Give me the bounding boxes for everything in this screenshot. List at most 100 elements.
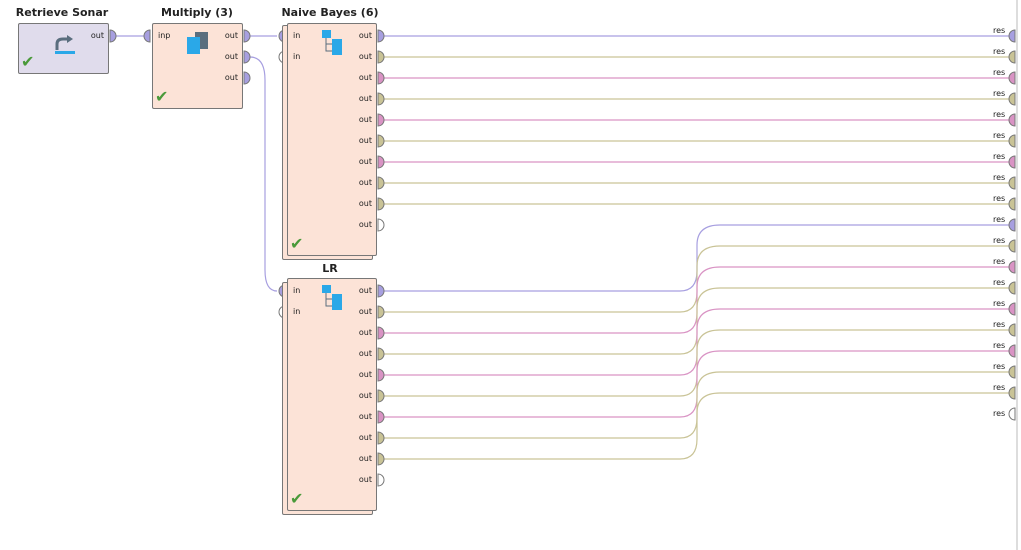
port[interactable] <box>377 452 385 466</box>
port-label: out <box>358 328 372 337</box>
port[interactable] <box>377 326 385 340</box>
port[interactable] <box>377 473 385 487</box>
naive-bayes-title: Naive Bayes (6) <box>281 6 379 19</box>
multiply-title: Multiply (3) <box>161 6 233 19</box>
port[interactable] <box>1008 113 1016 127</box>
port-label: inp <box>158 31 171 40</box>
connection-wire <box>384 308 1009 376</box>
port[interactable] <box>143 29 151 43</box>
result-port-label: res <box>993 215 1006 224</box>
port[interactable] <box>1008 302 1016 316</box>
result-port-label: res <box>993 131 1006 140</box>
connection-wire <box>384 371 1009 439</box>
port[interactable] <box>377 431 385 445</box>
port-label: out <box>90 31 104 40</box>
port[interactable] <box>1008 365 1016 379</box>
result-port-label: res <box>993 152 1006 161</box>
port[interactable] <box>377 155 385 169</box>
port[interactable] <box>377 284 385 298</box>
result-port-label: res <box>993 257 1006 266</box>
port[interactable] <box>109 29 117 43</box>
port-label: out <box>358 286 372 295</box>
connection-wire <box>384 266 1009 334</box>
subprocess-icon <box>322 30 342 55</box>
port[interactable] <box>1008 218 1016 232</box>
success-check-icon: ✔ <box>21 52 35 71</box>
port[interactable] <box>1008 92 1016 106</box>
port-label: out <box>358 115 372 124</box>
subprocess-icon <box>322 285 342 310</box>
port[interactable] <box>377 134 385 148</box>
connection-wire <box>384 350 1009 418</box>
port[interactable] <box>1008 134 1016 148</box>
result-port-label: res <box>993 409 1006 418</box>
port-label: in <box>293 31 301 40</box>
port[interactable] <box>1008 29 1016 43</box>
result-port-label: res <box>993 110 1006 119</box>
port[interactable] <box>377 389 385 403</box>
multiply-operator[interactable]: inp out out out ✔ <box>152 23 243 109</box>
port-label: out <box>358 178 372 187</box>
port[interactable] <box>377 176 385 190</box>
port[interactable] <box>377 71 385 85</box>
success-check-icon: ✔ <box>290 489 304 508</box>
connection-wire <box>384 329 1009 397</box>
port[interactable] <box>1008 50 1016 64</box>
port[interactable] <box>377 347 385 361</box>
port[interactable] <box>377 305 385 319</box>
retrieve-sonar-title: Retrieve Sonar <box>15 6 109 19</box>
naive-bayes-operator[interactable]: in in out out out out out out out out out out ✔ <box>287 23 377 256</box>
port[interactable] <box>1008 71 1016 85</box>
port[interactable] <box>377 29 385 43</box>
port[interactable] <box>377 410 385 424</box>
multiply-icon <box>187 32 208 54</box>
success-check-icon: ✔ <box>155 87 169 106</box>
port-label: out <box>358 157 372 166</box>
port[interactable] <box>1008 239 1016 253</box>
port[interactable] <box>1008 407 1016 421</box>
port-label: out <box>358 94 372 103</box>
result-port-label: res <box>993 236 1006 245</box>
port[interactable] <box>377 92 385 106</box>
port[interactable] <box>243 50 251 64</box>
port[interactable] <box>243 29 251 43</box>
lr-title: LR <box>322 262 338 275</box>
port-label: out <box>358 307 372 316</box>
port[interactable] <box>1008 323 1016 337</box>
port[interactable] <box>377 368 385 382</box>
port-label: out <box>358 73 372 82</box>
connection-wire <box>384 245 1009 313</box>
port-label: out <box>358 475 372 484</box>
retrieve-icon <box>55 35 75 54</box>
result-port-label: res <box>993 320 1006 329</box>
result-port-label: res <box>993 68 1006 77</box>
connection-wire <box>384 392 1009 460</box>
port-label: out <box>358 52 372 61</box>
port[interactable] <box>243 71 251 85</box>
port-label: out <box>358 220 372 229</box>
result-port-label: res <box>993 26 1006 35</box>
port-label: out <box>358 199 372 208</box>
result-port-label: res <box>993 299 1006 308</box>
port[interactable] <box>377 218 385 232</box>
port[interactable] <box>1008 155 1016 169</box>
port-label: in <box>293 52 301 61</box>
port[interactable] <box>1008 197 1016 211</box>
lr-operator[interactable]: in in out out out out out out out out out out ✔ <box>287 278 377 511</box>
port-label: out <box>224 31 238 40</box>
port[interactable] <box>1008 281 1016 295</box>
port-label: out <box>358 136 372 145</box>
port[interactable] <box>377 113 385 127</box>
port-label: out <box>358 349 372 358</box>
port[interactable] <box>377 197 385 211</box>
port[interactable] <box>377 50 385 64</box>
port-label: out <box>358 454 372 463</box>
success-check-icon: ✔ <box>290 234 304 253</box>
retrieve-sonar-operator[interactable]: ✔ out <box>18 23 109 74</box>
port[interactable] <box>1008 260 1016 274</box>
port[interactable] <box>1008 176 1016 190</box>
result-port-label: res <box>993 278 1006 287</box>
port[interactable] <box>1008 344 1016 358</box>
port[interactable] <box>1008 386 1016 400</box>
